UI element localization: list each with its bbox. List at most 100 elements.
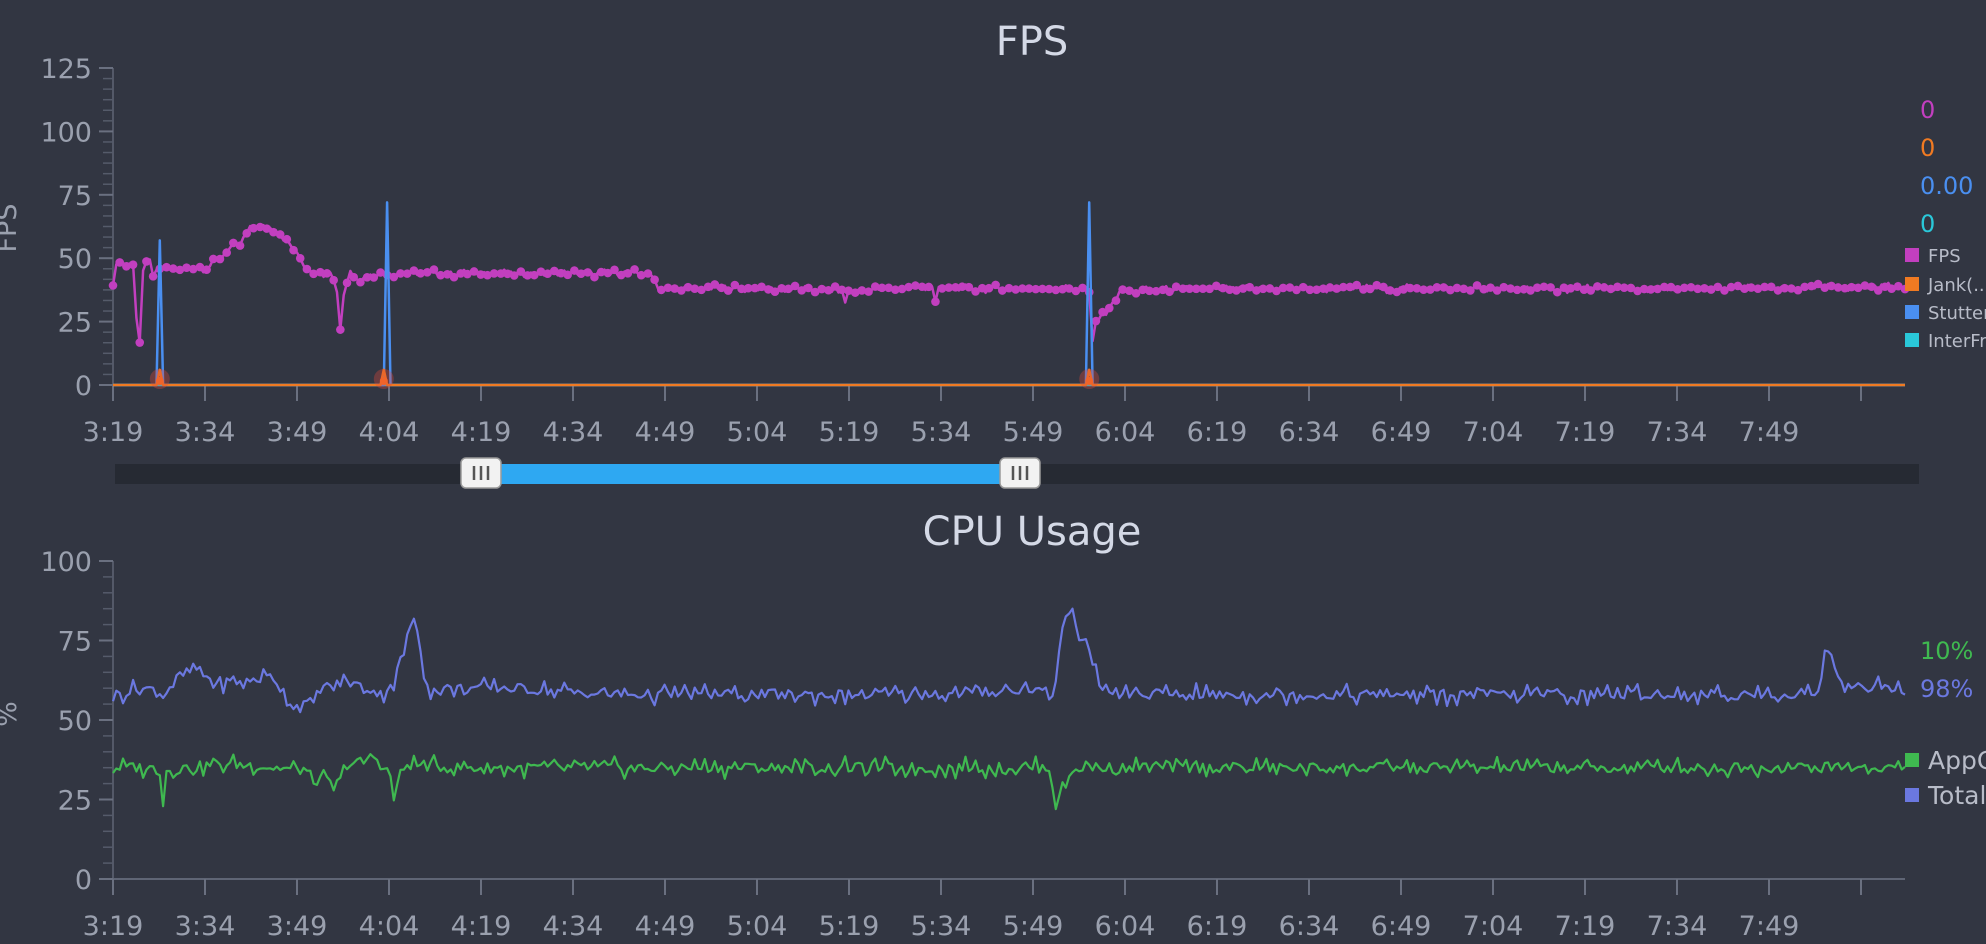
legend-swatch (1905, 305, 1919, 319)
fps-point (810, 287, 820, 297)
y-tick-label: 75 (58, 627, 92, 658)
fps-point (603, 268, 613, 278)
fps-point (456, 269, 466, 278)
fps-point (1713, 282, 1723, 292)
fps-point (342, 278, 352, 288)
jank-marker (155, 377, 164, 385)
fps-point (1399, 285, 1408, 294)
fps-point (837, 285, 847, 295)
range-slider-right-handle[interactable] (999, 457, 1041, 489)
legend-swatch (1905, 753, 1919, 767)
fps-point (476, 270, 486, 279)
fps-point (222, 248, 231, 257)
x-tick-label: 6:04 (1095, 417, 1156, 448)
series-line-total (111, 607, 1906, 714)
fps-point (1031, 284, 1041, 294)
fps-point (590, 272, 599, 282)
fps-point (1666, 282, 1676, 292)
fps-point (1439, 283, 1448, 292)
x-tick-label: 3:34 (175, 911, 236, 942)
fps-point (670, 284, 679, 293)
fps-point (529, 270, 539, 280)
fps-point (1486, 283, 1495, 292)
fps-point (175, 265, 185, 275)
fps-point (1352, 280, 1362, 290)
range-slider-selection[interactable] (481, 464, 1020, 484)
fps-point (1466, 286, 1475, 295)
fps-point (396, 269, 405, 278)
fps-point (991, 280, 1000, 290)
fps-point (1693, 284, 1703, 294)
fps-point (115, 258, 124, 267)
x-tick-label: 5:34 (911, 417, 972, 448)
legend-current-value: 0.00 (1920, 172, 1973, 200)
x-tick-label: 4:49 (635, 417, 696, 448)
x-tick-label: 7:04 (1463, 911, 1524, 942)
fps-point (596, 267, 606, 277)
range-slider-left-handle[interactable] (460, 457, 502, 489)
x-tick-label: 6:19 (1187, 911, 1248, 942)
fps-point (1232, 286, 1241, 295)
fps-point (1800, 282, 1810, 292)
fps-y-axis: 0 25 50 75 100 125 (40, 54, 114, 402)
fps-point (1860, 281, 1870, 290)
cpu-legend: 10% AppCPU 98% Total (1905, 637, 1986, 810)
fps-point (824, 285, 833, 295)
fps-point (1225, 285, 1234, 295)
fps-point (804, 283, 813, 293)
fps-point (503, 269, 512, 279)
x-tick-label: 7:19 (1555, 911, 1616, 942)
fps-point (1787, 284, 1796, 293)
fps-point (1432, 282, 1442, 292)
fps-point (1519, 284, 1529, 294)
fps-point (1024, 284, 1034, 293)
fps-point (1546, 283, 1555, 292)
fps-point (1827, 281, 1836, 291)
x-tick-label: 6:49 (1371, 911, 1432, 942)
x-tick-label: 5:04 (727, 911, 788, 942)
fps-point (188, 264, 198, 274)
range-slider[interactable] (115, 457, 1919, 489)
fps-point (951, 282, 960, 292)
x-tick-label: 4:34 (543, 417, 604, 448)
fps-point (1833, 283, 1843, 292)
fps-point (489, 269, 499, 278)
fps-point (1312, 285, 1321, 294)
fps-point (289, 245, 298, 255)
fps-point (1506, 284, 1515, 293)
x-tick-label: 4:49 (635, 911, 696, 942)
fps-point (610, 265, 619, 275)
fps-point (897, 284, 907, 294)
fps-point (891, 285, 900, 295)
fps-point (743, 283, 753, 293)
fps-point (677, 286, 686, 295)
legend-current-value: 0 (1920, 96, 1935, 124)
x-tick-label: 3:19 (83, 417, 144, 448)
fps-point (122, 262, 131, 271)
fps-point (309, 269, 318, 279)
x-tick-label: 7:49 (1739, 911, 1800, 942)
fps-point (717, 283, 726, 293)
legend-swatch (1905, 277, 1919, 291)
x-tick-label: 3:34 (175, 417, 236, 448)
x-tick-label: 5:49 (1003, 417, 1064, 448)
fps-point (850, 288, 860, 297)
fps-point (1252, 286, 1261, 295)
fps-point (443, 270, 452, 279)
fps-point (1646, 285, 1656, 294)
fps-point (1084, 287, 1094, 297)
fps-point (1104, 303, 1114, 313)
fps-point (570, 266, 579, 275)
fps-point (1131, 288, 1141, 298)
fps-point (389, 272, 399, 282)
fps-point (1720, 286, 1729, 295)
fps-point (108, 281, 118, 290)
fps-point (1626, 283, 1636, 293)
fps-point (643, 269, 653, 278)
legend-label: FPS (1928, 246, 1961, 267)
fps-point (1793, 285, 1803, 295)
x-tick-label: 5:49 (1003, 911, 1064, 942)
fps-point (1379, 282, 1388, 292)
fps-point (1753, 284, 1763, 293)
fps-point (1573, 282, 1582, 291)
